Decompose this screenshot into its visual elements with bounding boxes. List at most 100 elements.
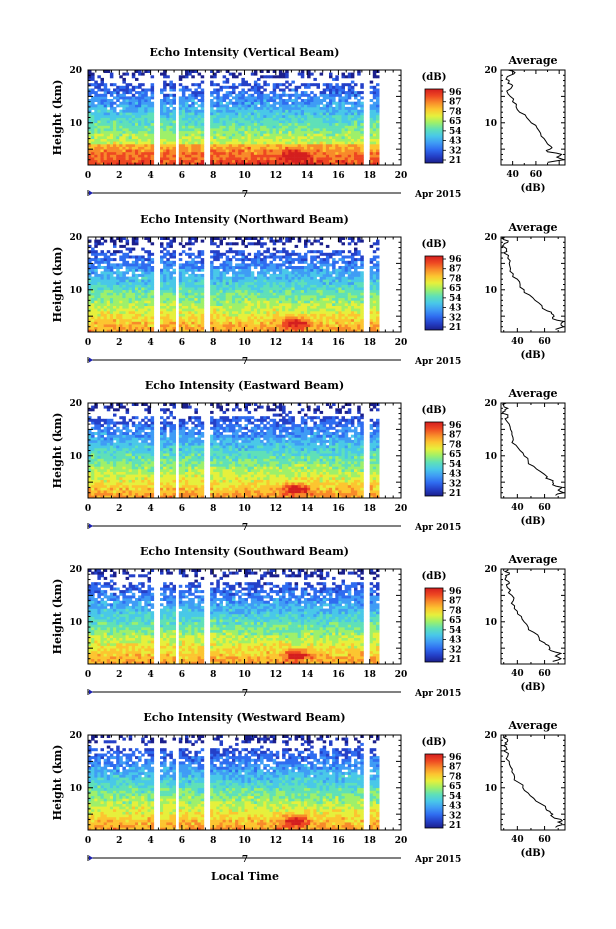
- profile-y-tick-label: 10: [484, 784, 497, 794]
- date-label: Apr 2015: [414, 855, 461, 865]
- profile-ticks: [501, 402, 565, 499]
- profile-ticks: [500, 69, 565, 166]
- x-tick-label: 4: [147, 171, 153, 181]
- profile-ticks: [501, 568, 565, 665]
- x-tick-label: 10: [238, 338, 251, 348]
- x-tick-label: 2: [116, 504, 122, 514]
- x-tick-label: 8: [210, 836, 216, 846]
- x-tick-label: 2: [116, 171, 122, 181]
- y-axis-ticks: [88, 734, 401, 831]
- profile-ticks: [501, 236, 565, 333]
- colorbar-tick-label: 54: [449, 626, 462, 636]
- x-tick-label: 16: [332, 338, 345, 348]
- heatmap-cells: [88, 237, 380, 333]
- profile-y-tick-label: 10: [484, 618, 497, 628]
- profile-y-tick-label: 20: [484, 233, 497, 243]
- x-tick-label: 10: [238, 836, 251, 846]
- colorbar-tick-label: 87: [449, 98, 462, 108]
- colorbar-tick-label: 87: [449, 597, 462, 607]
- x-tick-label: 2: [116, 670, 122, 680]
- profile-frame: [500, 734, 566, 831]
- y-axis-ticks: [88, 69, 401, 166]
- x-tick-label: 20: [395, 504, 408, 514]
- colorbar: [424, 88, 444, 164]
- colorbar-tick-label: 65: [449, 616, 462, 626]
- profile-x-tick-label: 40: [506, 170, 519, 180]
- x-tick-label: 0: [85, 338, 91, 348]
- y-tick-label: 20: [69, 565, 82, 575]
- profile-x-tick-label: 60: [530, 170, 543, 180]
- colorbar-tick-label: 96: [449, 753, 462, 763]
- colorbar-tick-label: 78: [449, 107, 462, 117]
- colorbar-tick-label: 54: [449, 460, 462, 470]
- colorbar-tick-label: 65: [449, 117, 462, 127]
- y-tick-label: 10: [69, 286, 82, 296]
- date-label: Apr 2015: [414, 689, 461, 699]
- x-tick-label: 8: [210, 504, 216, 514]
- profile-title: Average: [507, 221, 557, 234]
- heatmap: [88, 735, 380, 831]
- x-tick-label: 4: [147, 670, 153, 680]
- colorbar-tick-label: 96: [449, 255, 462, 265]
- profile-frame: [500, 402, 566, 499]
- date-day: 7: [242, 855, 248, 865]
- panel-1: Echo Intensity (Vertical Beam) 0 2 4 6 8 10 12 1…: [51, 46, 566, 200]
- panel-title: Echo Intensity (Northward Beam): [140, 213, 349, 226]
- x-tick-label: 20: [395, 338, 408, 348]
- panel-5: Echo Intensity (Westward Beam) 0 2 4 6 8 10 12 1…: [51, 711, 566, 865]
- colorbar-tick-label: 43: [449, 636, 462, 646]
- x-axis-ticks: [87, 237, 402, 332]
- x-tick-label: 6: [179, 171, 185, 181]
- x-tick-label: 20: [395, 670, 408, 680]
- colorbar: [424, 587, 444, 663]
- x-tick-label: 18: [363, 836, 376, 846]
- x-tick-label: 18: [363, 338, 376, 348]
- x-tick-label: 6: [179, 338, 185, 348]
- colorbar-tick-label: 54: [449, 792, 462, 802]
- profile-x-tick-label: 60: [538, 669, 551, 679]
- profile-x-tick-label: 40: [511, 337, 524, 347]
- colorbar-unit: (dB): [422, 405, 447, 416]
- colorbar-tick-label: 65: [449, 284, 462, 294]
- profile-title: Average: [507, 387, 557, 400]
- profile-y-tick-label: 20: [484, 399, 497, 409]
- colorbar-tick-label: 21: [449, 323, 462, 333]
- x-tick-label: 20: [395, 836, 408, 846]
- y-tick-label: 10: [69, 452, 82, 462]
- profile-title: Average: [507, 553, 557, 566]
- x-tick-label: 4: [147, 836, 153, 846]
- date-day: 7: [242, 190, 248, 200]
- x-tick-label: 12: [270, 338, 283, 348]
- x-tick-label: 14: [301, 504, 314, 514]
- profile-x-label: (dB): [521, 350, 546, 361]
- colorbar-tick-label: 65: [449, 782, 462, 792]
- colorbar-tick-label: 32: [449, 811, 462, 821]
- profile-title: Average: [507, 54, 557, 67]
- y-axis-ticks: [88, 402, 401, 499]
- x-tick-label: 2: [116, 836, 122, 846]
- x-tick-label: 18: [363, 670, 376, 680]
- x-tick-label: 14: [301, 836, 314, 846]
- heatmap: [88, 569, 380, 665]
- profile-x-tick-label: 60: [538, 337, 551, 347]
- y-axis-ticks: [88, 568, 401, 665]
- profile-x-tick-label: 40: [511, 503, 524, 513]
- date-marker-icon: [89, 523, 93, 529]
- date-marker-icon: [89, 190, 93, 196]
- x-tick-label: 16: [332, 670, 345, 680]
- colorbar-tick-label: 78: [449, 606, 462, 616]
- colorbar-tick-label: 43: [449, 802, 462, 812]
- x-tick-label: 4: [147, 338, 153, 348]
- colorbar-tick-label: 87: [449, 265, 462, 275]
- colorbar-unit: (dB): [422, 239, 447, 250]
- heatmap-cells: [88, 569, 380, 665]
- profile-x-tick-label: 60: [538, 835, 551, 845]
- colorbar-tick-label: 96: [449, 587, 462, 597]
- x-tick-label: 10: [238, 171, 251, 181]
- profile-y-tick-label: 10: [484, 452, 497, 462]
- colorbar-tick-label: 43: [449, 304, 462, 314]
- date-day: 7: [242, 357, 248, 367]
- profile-x-label: (dB): [521, 516, 546, 527]
- date-label: Apr 2015: [414, 523, 461, 533]
- panel-title: Echo Intensity (Southward Beam): [140, 545, 349, 558]
